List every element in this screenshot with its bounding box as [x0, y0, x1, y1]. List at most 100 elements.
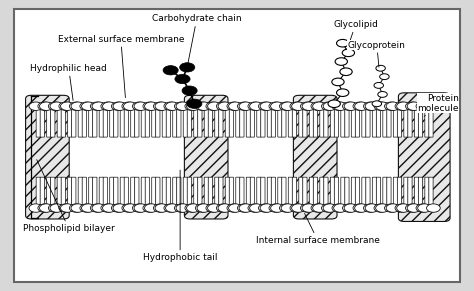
Circle shape [164, 204, 178, 212]
FancyBboxPatch shape [204, 107, 209, 137]
FancyBboxPatch shape [366, 107, 370, 137]
FancyBboxPatch shape [229, 107, 234, 137]
Circle shape [124, 102, 137, 110]
FancyBboxPatch shape [46, 177, 51, 207]
FancyBboxPatch shape [351, 107, 356, 137]
FancyBboxPatch shape [330, 107, 335, 137]
Circle shape [323, 204, 337, 212]
FancyBboxPatch shape [145, 107, 149, 137]
Circle shape [197, 204, 211, 212]
Circle shape [187, 102, 201, 110]
FancyBboxPatch shape [40, 177, 45, 207]
FancyBboxPatch shape [345, 107, 349, 137]
FancyBboxPatch shape [288, 177, 292, 207]
FancyBboxPatch shape [414, 177, 419, 207]
FancyBboxPatch shape [166, 177, 171, 207]
FancyBboxPatch shape [135, 177, 139, 207]
Circle shape [69, 204, 83, 212]
Circle shape [187, 99, 202, 109]
Circle shape [328, 100, 340, 107]
FancyBboxPatch shape [324, 177, 328, 207]
Circle shape [280, 102, 293, 110]
Circle shape [260, 102, 274, 110]
Circle shape [82, 102, 95, 110]
Circle shape [376, 102, 389, 110]
FancyBboxPatch shape [299, 107, 303, 137]
FancyBboxPatch shape [155, 107, 160, 137]
Circle shape [301, 204, 314, 212]
Circle shape [164, 102, 178, 110]
FancyBboxPatch shape [225, 177, 229, 207]
Circle shape [292, 102, 305, 110]
Circle shape [269, 102, 283, 110]
Circle shape [337, 89, 349, 97]
FancyBboxPatch shape [330, 177, 335, 207]
Circle shape [176, 102, 190, 110]
FancyBboxPatch shape [398, 93, 450, 221]
FancyBboxPatch shape [282, 107, 286, 137]
FancyBboxPatch shape [334, 177, 338, 207]
Circle shape [302, 102, 316, 110]
Circle shape [292, 204, 305, 212]
Circle shape [395, 102, 409, 110]
Circle shape [343, 204, 356, 212]
Circle shape [364, 102, 377, 110]
Circle shape [29, 102, 43, 110]
Circle shape [344, 204, 358, 212]
Circle shape [208, 102, 221, 110]
Circle shape [155, 102, 169, 110]
Circle shape [208, 204, 221, 212]
FancyBboxPatch shape [204, 177, 209, 207]
FancyBboxPatch shape [194, 177, 198, 207]
FancyBboxPatch shape [162, 107, 166, 137]
Circle shape [174, 204, 188, 212]
Circle shape [353, 102, 367, 110]
FancyBboxPatch shape [120, 107, 125, 137]
FancyBboxPatch shape [419, 177, 423, 207]
Circle shape [323, 102, 337, 110]
Circle shape [38, 204, 52, 212]
Circle shape [407, 204, 421, 212]
FancyBboxPatch shape [303, 107, 307, 137]
Circle shape [418, 102, 431, 110]
Text: Hydrophilic head: Hydrophilic head [30, 64, 107, 101]
Text: Glycoprotein: Glycoprotein [348, 41, 406, 67]
Circle shape [407, 102, 421, 110]
Circle shape [101, 204, 115, 212]
Circle shape [91, 204, 104, 212]
Circle shape [176, 204, 190, 212]
FancyBboxPatch shape [208, 177, 212, 207]
FancyBboxPatch shape [68, 107, 72, 137]
Circle shape [228, 102, 242, 110]
FancyBboxPatch shape [299, 177, 303, 207]
Circle shape [50, 102, 64, 110]
FancyBboxPatch shape [162, 177, 166, 207]
Circle shape [92, 204, 106, 212]
Circle shape [48, 102, 62, 110]
FancyBboxPatch shape [310, 107, 314, 137]
Circle shape [280, 204, 293, 212]
Circle shape [113, 102, 127, 110]
FancyBboxPatch shape [51, 177, 55, 207]
Circle shape [418, 204, 431, 212]
FancyBboxPatch shape [334, 107, 338, 137]
Circle shape [182, 86, 197, 95]
Circle shape [378, 91, 387, 97]
Circle shape [343, 102, 356, 110]
FancyBboxPatch shape [68, 177, 72, 207]
FancyBboxPatch shape [366, 177, 370, 207]
FancyBboxPatch shape [82, 177, 86, 207]
Text: Phospholipid bilayer: Phospholipid bilayer [23, 160, 115, 233]
FancyBboxPatch shape [341, 107, 345, 137]
Circle shape [61, 102, 74, 110]
FancyBboxPatch shape [356, 107, 360, 137]
FancyBboxPatch shape [72, 107, 76, 137]
FancyBboxPatch shape [109, 177, 114, 207]
FancyBboxPatch shape [324, 107, 328, 137]
Circle shape [281, 204, 295, 212]
FancyBboxPatch shape [376, 107, 381, 137]
Circle shape [217, 204, 230, 212]
FancyBboxPatch shape [288, 107, 292, 137]
Circle shape [384, 102, 398, 110]
Circle shape [80, 204, 93, 212]
